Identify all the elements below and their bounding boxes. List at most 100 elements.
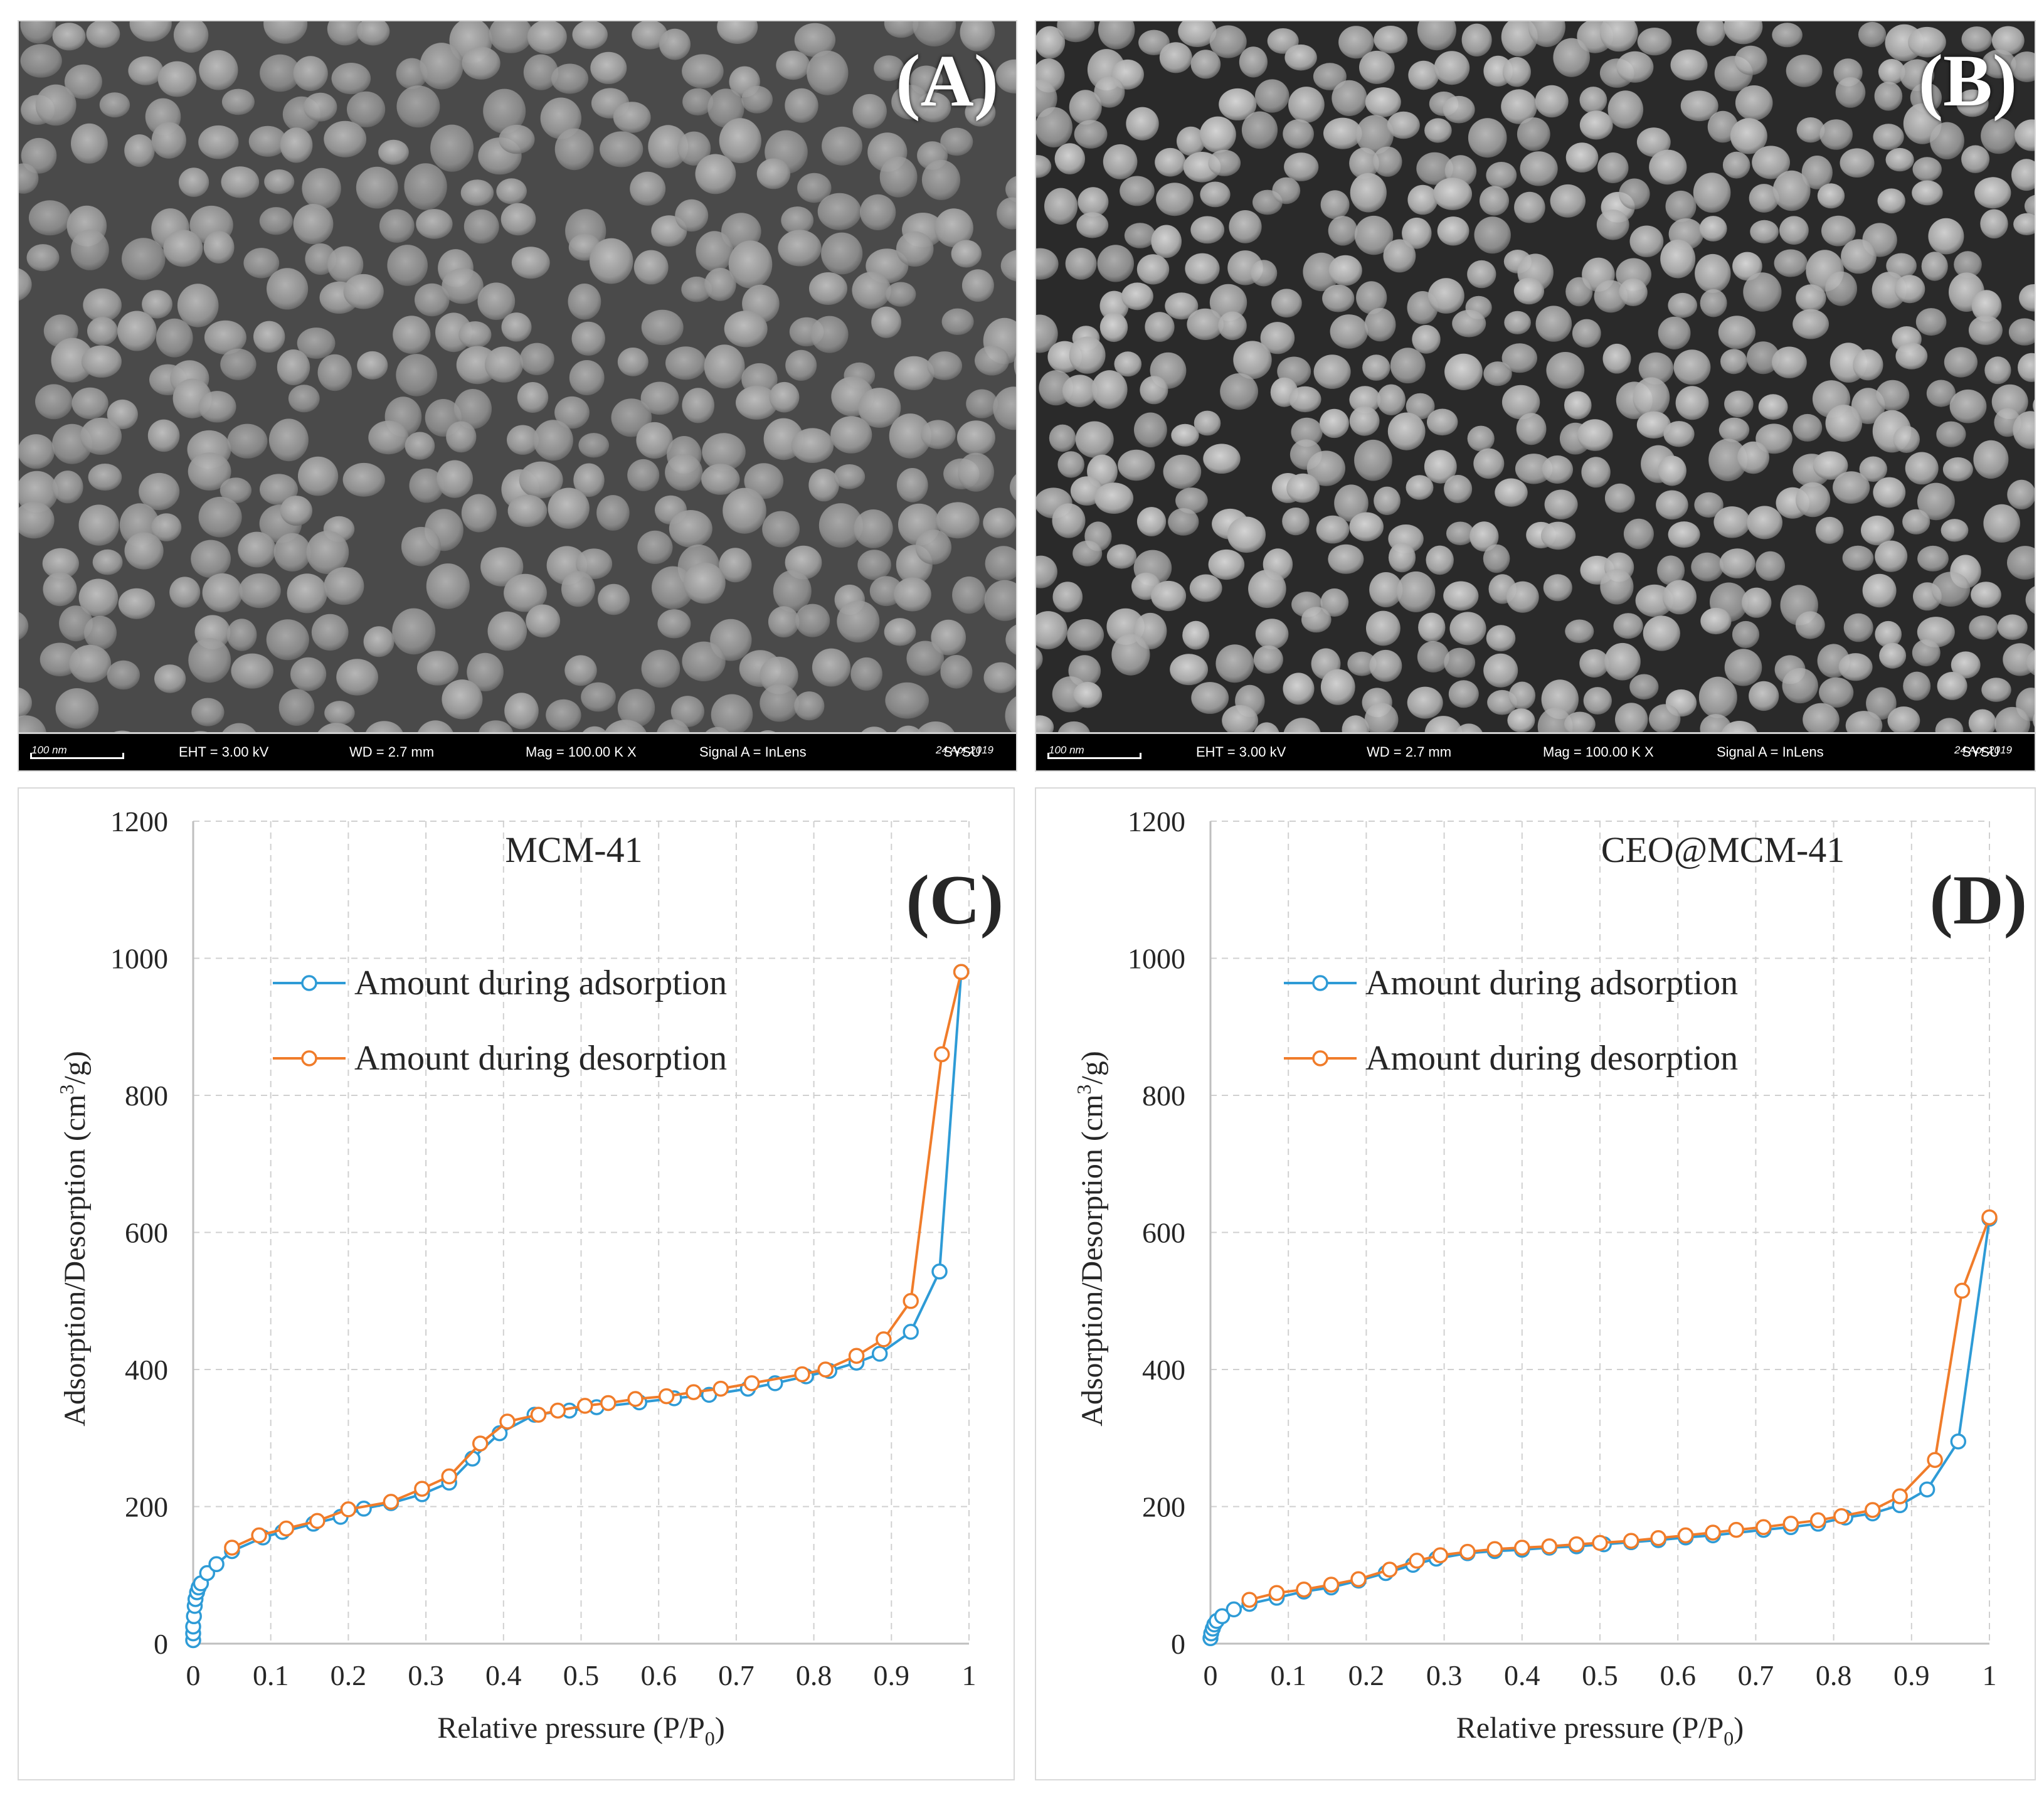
particle [850, 657, 882, 691]
particle [1156, 183, 1194, 216]
particle [1942, 457, 1973, 482]
particle [188, 452, 231, 491]
particle [1772, 170, 1811, 211]
wd-text-a: WD = 2.7 mm [349, 744, 435, 760]
particle [363, 626, 395, 657]
particle [1364, 703, 1399, 737]
particle [71, 229, 109, 270]
particle [1951, 651, 1981, 679]
particle [1718, 316, 1755, 349]
particle [1732, 620, 1760, 649]
particle [1241, 111, 1278, 149]
particle [795, 604, 830, 637]
particle [1461, 23, 1492, 56]
legend-label: Amount during adsorption [354, 964, 727, 1003]
x-axis-label-end: ) [715, 1711, 725, 1745]
particle [1390, 348, 1426, 384]
particle [817, 193, 862, 230]
particle [1486, 625, 1516, 652]
particle [1719, 548, 1755, 578]
particle [1873, 124, 1904, 150]
particle [1427, 408, 1458, 436]
particle [984, 580, 1016, 621]
particle [499, 124, 535, 154]
particle [1583, 687, 1612, 715]
particle [2013, 411, 2035, 449]
particle [794, 691, 825, 721]
particle [1229, 210, 1262, 243]
particle [1374, 486, 1401, 515]
particle [519, 461, 563, 499]
particle [401, 526, 442, 566]
particle [1222, 705, 1258, 737]
particle [995, 59, 1016, 93]
particle [1680, 90, 1718, 122]
particle [69, 644, 112, 683]
particle [1227, 516, 1266, 553]
particle [1928, 218, 1964, 255]
org-text-a: SYSU [943, 744, 981, 760]
particle [921, 420, 956, 449]
particle [760, 684, 799, 722]
particle [669, 510, 712, 548]
particle [1912, 639, 1941, 667]
particle [1342, 715, 1370, 737]
particle [723, 487, 766, 534]
series-desorption [224, 964, 970, 1556]
data-point [383, 1494, 400, 1510]
particle [1984, 356, 2011, 385]
particle [724, 311, 768, 348]
particle [280, 496, 312, 526]
particle [198, 125, 239, 159]
particle [1203, 444, 1241, 474]
particle [1876, 380, 1910, 412]
particle [1349, 512, 1384, 541]
particle [78, 578, 119, 617]
particle [1803, 703, 1840, 737]
particle [860, 194, 896, 230]
particle [1289, 386, 1321, 413]
particle [107, 399, 138, 430]
particle [1271, 289, 1302, 318]
data-point [576, 1398, 593, 1414]
particle [956, 420, 995, 455]
particle [1697, 21, 1726, 46]
particle [1306, 450, 1345, 486]
particle [203, 231, 235, 263]
particle [1319, 408, 1349, 439]
particle [19, 268, 32, 301]
particle [885, 682, 929, 719]
particle [163, 230, 203, 267]
particle [941, 308, 974, 335]
particle [778, 230, 822, 267]
particle [1328, 216, 1358, 246]
y-tick-label: 800 [125, 1080, 168, 1112]
particle [1126, 107, 1159, 141]
particle [1468, 118, 1507, 158]
particle [1599, 21, 1638, 52]
particle [958, 452, 994, 492]
particle [169, 577, 201, 608]
particle [1036, 107, 1072, 147]
particle [1114, 351, 1142, 377]
particle [617, 689, 655, 727]
scale-label-b: 100 nm [1049, 744, 1084, 756]
particle [768, 606, 800, 638]
particle [1138, 29, 1170, 55]
particle [1724, 390, 1754, 418]
particle [35, 84, 77, 126]
particle [1483, 653, 1518, 688]
data-point [1650, 1530, 1666, 1546]
y-tick-label: 800 [1142, 1080, 1185, 1112]
particle [1255, 79, 1289, 113]
data-point [1409, 1553, 1425, 1569]
particle [983, 662, 1016, 693]
particle [1136, 254, 1170, 285]
particle [1036, 647, 1043, 671]
particle [1874, 82, 1903, 111]
particle [1168, 508, 1199, 536]
particle [1936, 421, 1966, 447]
particle [696, 231, 734, 272]
particle [1658, 316, 1691, 349]
particle [1474, 216, 1511, 254]
